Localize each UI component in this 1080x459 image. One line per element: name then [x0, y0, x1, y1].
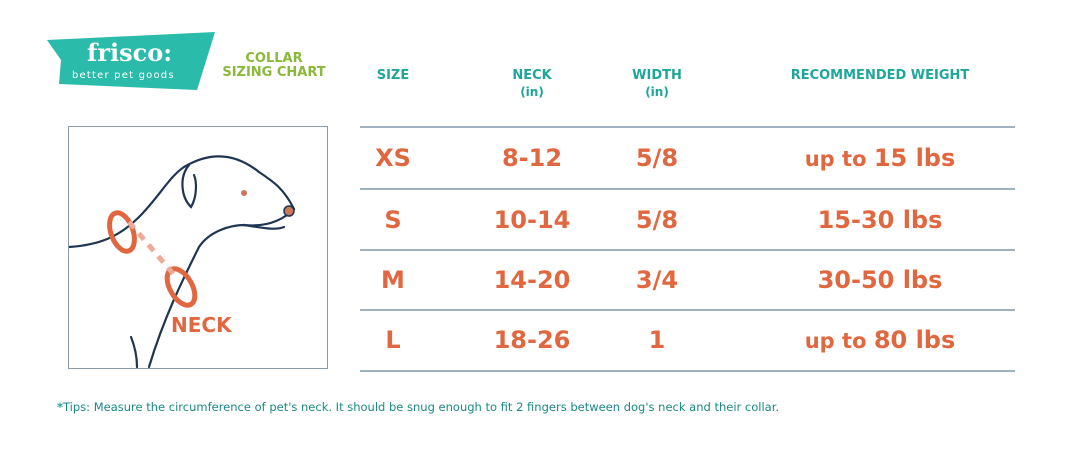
weight-cell: 30-50 lbs [760, 265, 1000, 296]
size-cell: L [353, 325, 433, 355]
neck-value: 8-12 [501, 144, 563, 172]
title-line-2: SIZING CHART [222, 65, 326, 80]
size-value: M [381, 266, 405, 294]
width-value: 5/8 [635, 144, 679, 172]
tips-star: * [57, 400, 64, 414]
frisco-logo: frisco: better pet goods [45, 30, 217, 90]
neck-cell: 10-14 [452, 205, 612, 235]
size-cell: S [353, 205, 433, 235]
size-value: L [385, 326, 401, 354]
divider [360, 370, 1015, 372]
weight-cell: up to 15 lbs [760, 143, 1000, 174]
weight-cell: 15-30 lbs [760, 205, 1000, 236]
logo-tagline: better pet goods [72, 70, 175, 81]
chart-title: COLLAR SIZING CHART [218, 52, 330, 80]
weight-value: 15 lbs [873, 144, 956, 172]
tips-text: Tips: Measure the circumference of pet's… [63, 400, 780, 414]
tips-note: *Tips: Measure the circumference of pet'… [57, 400, 779, 414]
divider [360, 126, 1015, 128]
neck-cell: 18-26 [452, 325, 612, 355]
logo-name: frisco: [87, 38, 173, 67]
width-value: 5/8 [635, 206, 679, 234]
neck-cell: 14-20 [452, 265, 612, 295]
size-value: S [384, 206, 402, 234]
neck-value: 10-14 [493, 206, 571, 234]
dog-outline-icon [67, 155, 296, 369]
weight-value: 15-30 lbs [817, 206, 943, 234]
width-value: 1 [648, 326, 666, 354]
weight-prefix: up to [804, 147, 867, 171]
divider [360, 309, 1015, 311]
weight-value: 80 lbs [873, 326, 956, 354]
weight-value: 30-50 lbs [817, 266, 943, 294]
size-value: XS [375, 144, 411, 172]
divider [360, 249, 1015, 251]
dog-neck-illustration: NECK [67, 126, 328, 369]
header-width-unit: (in) [645, 85, 669, 99]
header-neck-unit: (in) [520, 85, 544, 99]
header-neck-label: NECK [512, 68, 552, 83]
neck-value: 18-26 [493, 326, 571, 354]
header-width-label: WIDTH [632, 68, 682, 83]
neck-value: 14-20 [493, 266, 571, 294]
title-line-1: COLLAR [245, 51, 303, 66]
neck-label: NECK [171, 313, 232, 337]
width-cell: 1 [577, 325, 737, 355]
weight-prefix: up to [804, 329, 867, 353]
size-cell: M [353, 265, 433, 295]
header-neck: NECK (in) [482, 68, 582, 100]
divider [360, 188, 1015, 190]
neck-cell: 8-12 [452, 143, 612, 173]
size-cell: XS [353, 143, 433, 173]
header-weight: RECOMMENDED WEIGHT [790, 68, 970, 83]
header-size: SIZE [376, 68, 410, 83]
width-value: 3/4 [635, 266, 679, 294]
width-cell: 3/4 [577, 265, 737, 295]
header-width: WIDTH (in) [607, 68, 707, 100]
weight-cell: up to 80 lbs [760, 325, 1000, 356]
width-cell: 5/8 [577, 205, 737, 235]
width-cell: 5/8 [577, 143, 737, 173]
